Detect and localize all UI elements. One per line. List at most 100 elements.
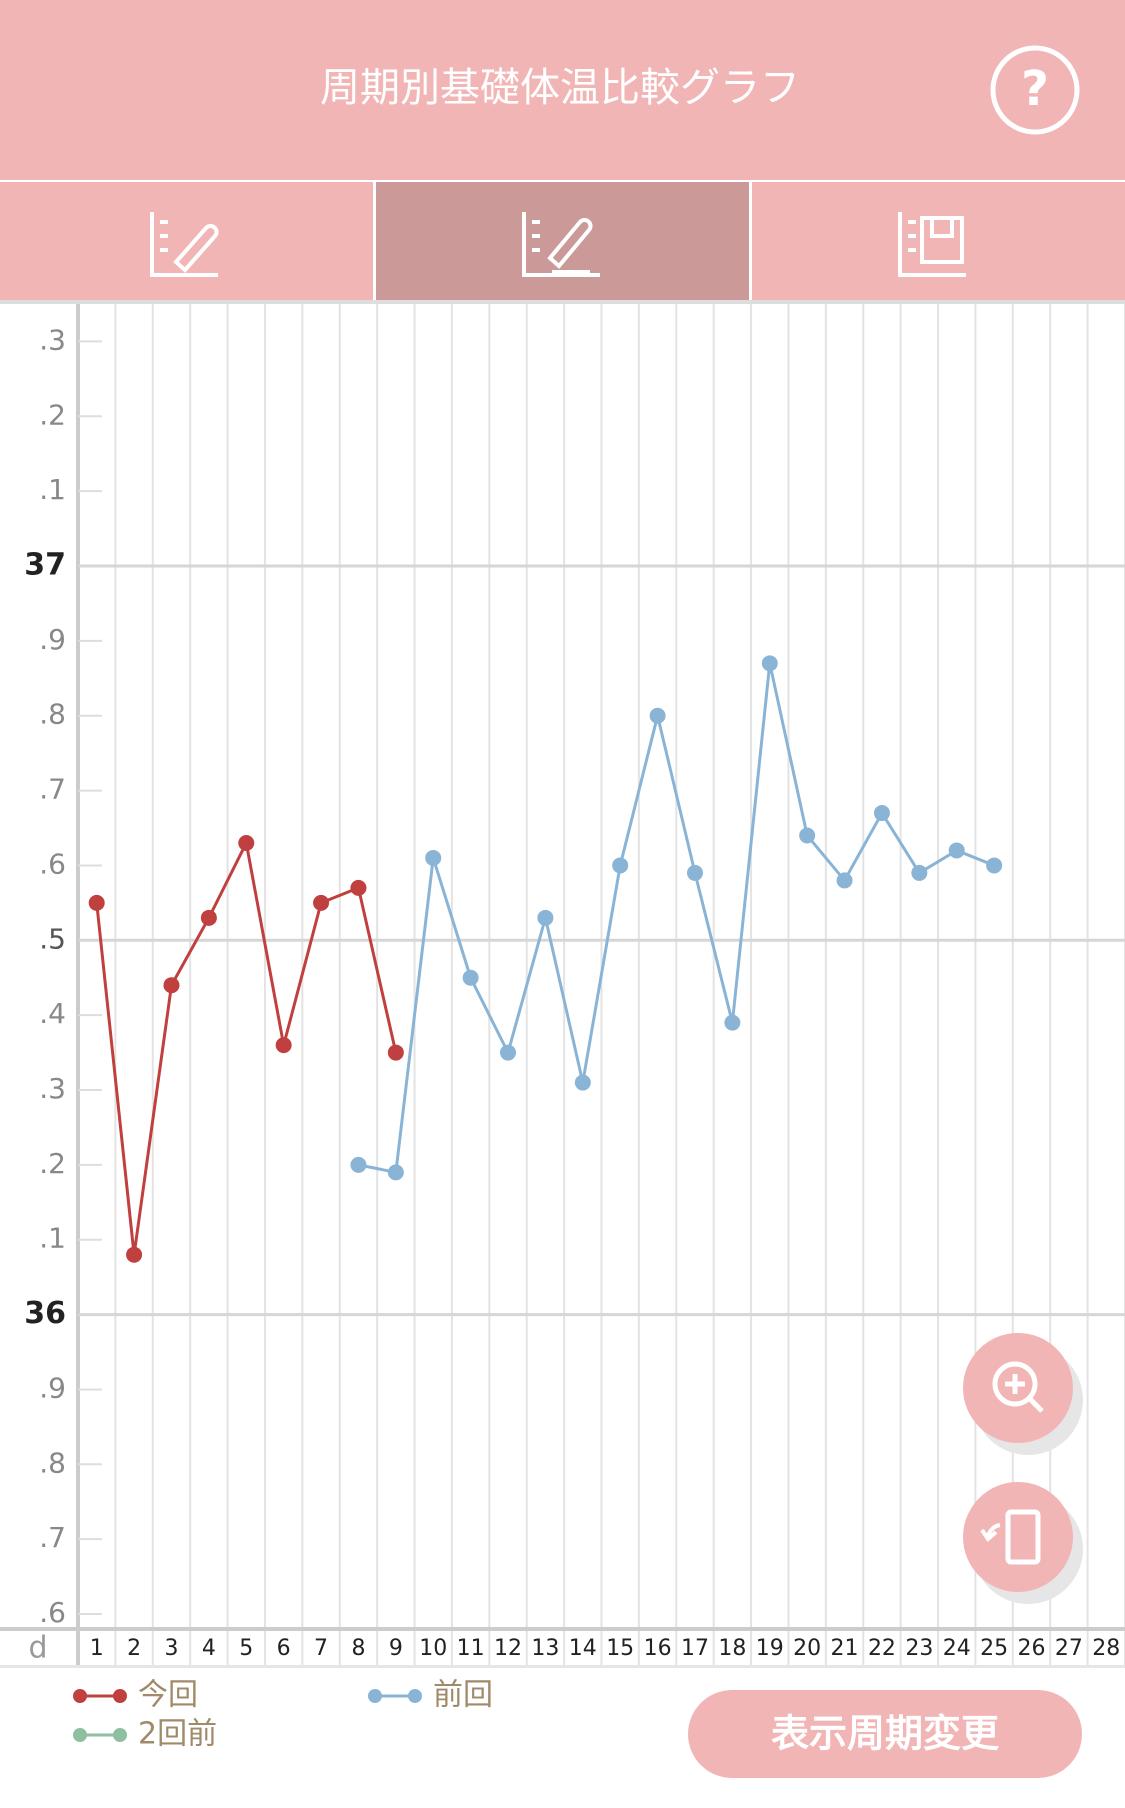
x-tick-label: 9 (389, 1636, 403, 1661)
x-tick-label: 11 (457, 1636, 485, 1661)
icon-chart (898, 212, 966, 277)
data-point (462, 969, 479, 986)
x-tick-label: 5 (239, 1636, 253, 1661)
x-axis-label: d (28, 1631, 47, 1666)
x-tick-label: 27 (1055, 1636, 1083, 1661)
data-point (724, 1014, 741, 1031)
divider (0, 1665, 1125, 1668)
icon-thermo (522, 212, 600, 277)
data-point (238, 834, 255, 851)
zoom-icon (992, 1361, 1038, 1407)
x-tick-label: 23 (905, 1636, 933, 1661)
legend: 今回 前回 2回前 (73, 1678, 493, 1752)
y-tick-label: .8 (39, 1446, 66, 1479)
y-tick-label: .2 (39, 398, 66, 431)
legend-dot (73, 1689, 87, 1703)
data-point (537, 909, 554, 926)
x-tick-label: 8 (351, 1636, 365, 1661)
y-tick-label: 37 (24, 548, 66, 583)
x-tick-label: 16 (644, 1636, 672, 1661)
x-tick-label: 1 (90, 1636, 104, 1661)
data-point (649, 707, 666, 724)
data-point (574, 1074, 591, 1091)
change-cycle-button[interactable] (688, 1690, 1082, 1778)
x-tick-label: 10 (419, 1636, 447, 1661)
y-tick-label: .3 (39, 1072, 66, 1105)
data-point (873, 805, 890, 822)
tab[interactable] (752, 182, 1125, 300)
legend-label: 前回 (433, 1678, 493, 1713)
data-point (275, 1037, 292, 1054)
legend-dot (113, 1689, 127, 1703)
x-tick-label: 4 (202, 1636, 216, 1661)
y-tick-label: .2 (39, 1147, 66, 1180)
x-tick-label: 22 (868, 1636, 896, 1661)
button-label[interactable]: 表示周期変更 (771, 1712, 1000, 1756)
tab[interactable] (0, 182, 373, 300)
x-tick-label: 26 (1018, 1636, 1046, 1661)
y-tick-label: .7 (39, 1521, 66, 1554)
y-tick-label: .7 (39, 773, 66, 806)
y-tick-label: .6 (39, 1596, 66, 1629)
y-tick-label: .6 (39, 847, 66, 880)
x-tick-label: 12 (494, 1636, 522, 1661)
data-point (761, 655, 778, 672)
tab-icons (150, 212, 966, 277)
data-point (612, 857, 629, 874)
data-point (350, 1156, 367, 1173)
legend-dot (113, 1728, 127, 1742)
y-tick-label: .8 (39, 698, 66, 731)
data-point (948, 842, 965, 859)
help-button[interactable]: ? (990, 45, 1080, 135)
divider (0, 300, 1125, 304)
data-point (350, 879, 367, 896)
icon-thermo (150, 212, 219, 277)
y-tick-label: .9 (39, 623, 66, 656)
x-tick-label: 20 (793, 1636, 821, 1661)
legend-dot (368, 1689, 382, 1703)
plot: .6.7.8.936.1.2.3.4.5.6.7.8.937.1.2.3d 1 2 3… (0, 304, 1125, 1666)
data-point (686, 864, 703, 881)
data-point (986, 857, 1003, 874)
x-tick-label: 14 (569, 1636, 597, 1661)
data-point (200, 909, 217, 926)
rotate-icon (1005, 1509, 1041, 1565)
x-tick-label: 17 (681, 1636, 709, 1661)
rotate-icon (980, 1523, 1001, 1543)
x-tick-label: 18 (718, 1636, 746, 1661)
data-point (425, 849, 442, 866)
data-point (799, 827, 816, 844)
zoom-button[interactable] (963, 1333, 1083, 1455)
help-circle[interactable] (990, 45, 1080, 135)
data-point (836, 872, 853, 889)
y-tick-label: 36 (24, 1296, 66, 1331)
data-point (387, 1044, 404, 1061)
legend-label: 今回 (138, 1678, 198, 1713)
legend-dot (73, 1728, 87, 1742)
y-tick-label: .4 (39, 997, 66, 1030)
x-tick-label: 13 (531, 1636, 559, 1661)
x-tick-label: 25 (980, 1636, 1008, 1661)
x-tick-label: 28 (1092, 1636, 1120, 1661)
series-line (95, 838, 398, 1255)
data-point (313, 894, 330, 911)
y-tick-label: .5 (39, 922, 66, 955)
y-tick-label: .1 (39, 1222, 66, 1255)
rotate-button[interactable] (963, 1482, 1083, 1604)
y-tick-label: .9 (39, 1371, 66, 1404)
x-tick-label: 15 (606, 1636, 634, 1661)
rotate-circle[interactable] (963, 1482, 1073, 1592)
legend-dot (408, 1689, 422, 1703)
data-point (88, 894, 105, 911)
x-tick-label: 21 (831, 1636, 859, 1661)
data-point (126, 1246, 143, 1263)
data-point (387, 1164, 404, 1181)
x-tick-label: 7 (314, 1636, 328, 1661)
legend-label: 2回前 (138, 1717, 217, 1752)
help-icon[interactable]: ? (1021, 61, 1049, 117)
zoom-circle[interactable] (963, 1333, 1073, 1443)
y-tick-label: .3 (39, 323, 66, 356)
data-point (163, 977, 180, 994)
zoom-icon (1005, 1374, 1044, 1413)
